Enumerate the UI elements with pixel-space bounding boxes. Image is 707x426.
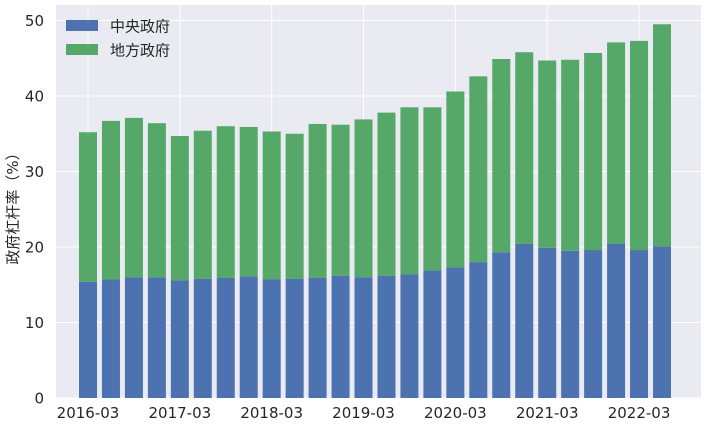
bar-central [147,277,166,398]
x-tick-label: 2017-03 [148,404,211,422]
x-tick-label: 2020-03 [424,404,487,422]
bar-central [262,279,281,398]
x-tick-label: 2018-03 [240,404,303,422]
bar-central [239,276,258,398]
bar-local [653,24,671,247]
bar-local [607,42,626,244]
bar-central [446,267,465,398]
bar-central [308,277,327,398]
bar-local [308,123,327,278]
bar-central [193,278,212,398]
y-tick-label: 0 [34,390,44,408]
bar-central [216,277,235,398]
y-tick-label: 20 [25,239,44,257]
bar-local [377,112,396,276]
bar-central [515,243,534,398]
legend-label: 中央政府 [110,18,170,36]
legend-swatch [66,44,98,55]
bar-local [584,52,603,251]
legend-label: 地方政府 [110,42,170,60]
bar-local [492,59,511,253]
bar-central [423,270,442,398]
bar-local [331,124,350,276]
bar-central [400,274,419,398]
bar-central [354,277,373,398]
y-axis-ticks: 0 10 20 30 40 50 [25,12,44,408]
bar-central [377,275,396,398]
bars-group [79,24,671,398]
bar-local [262,131,281,280]
bar-local [538,60,557,248]
y-tick-label: 10 [25,314,44,332]
bar-local [170,136,189,281]
y-tick-label: 40 [25,88,44,106]
bar-central [653,246,671,398]
bar-local [147,123,166,278]
bar-central [79,281,97,398]
x-tick-label: 2022-03 [608,404,671,422]
x-tick-label: 2021-03 [516,404,579,422]
bar-local [354,119,373,278]
bar-local [79,132,97,282]
bar-central [101,279,120,398]
bar-local [446,91,465,268]
bar-local [515,52,534,244]
y-tick-label: 30 [25,163,44,181]
bar-local [285,133,304,279]
bar-local [630,40,649,251]
bar-local [239,126,258,277]
y-tick-label: 50 [25,12,44,30]
bar-central [469,262,488,398]
bar-central [492,252,511,398]
bar-central [561,250,580,398]
x-axis-ticks: 2016-03 2017-03 2018-03 2019-03 2020-03 2021-… [57,404,671,422]
bar-local [561,59,580,251]
bar-central [170,280,189,398]
legend-swatch [66,20,98,31]
bar-local [469,76,488,263]
bar-central [584,250,603,398]
y-axis-label: 政府杠杆率（%） [4,145,22,264]
x-tick-label: 2019-03 [332,404,395,422]
bar-central [538,247,557,398]
bar-local [423,107,442,271]
x-tick-label: 2016-03 [57,404,120,422]
bar-central [630,250,649,398]
bar-central [124,277,143,398]
bar-central [607,243,626,398]
bar-local [216,126,235,278]
bar-local [124,117,143,278]
bar-local [193,130,212,279]
bar-local [400,107,419,275]
bar-central [331,275,350,398]
bar-local [101,120,120,280]
bar-central [285,278,304,398]
